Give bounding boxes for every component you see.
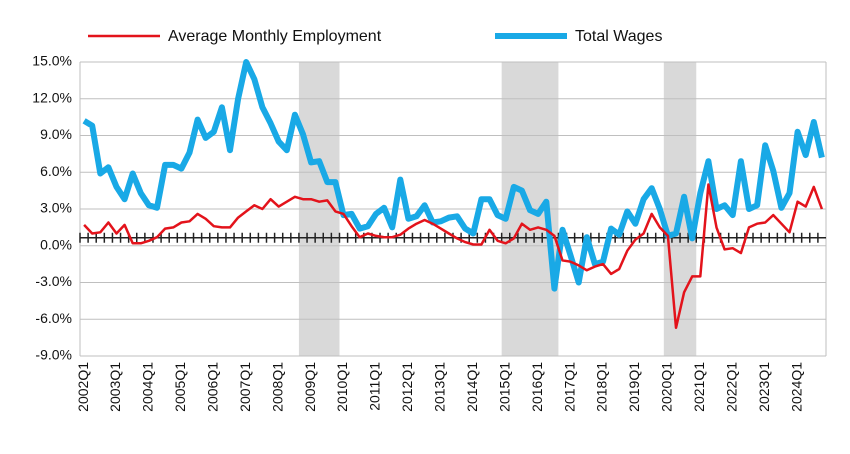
x-tick-label: 2024Q1 [788, 362, 804, 412]
x-tick-label: 2020Q1 [659, 362, 675, 412]
x-tick-label: 2015Q1 [496, 362, 512, 412]
x-tick-label: 2018Q1 [594, 362, 610, 412]
x-tick-label: 2002Q1 [75, 362, 91, 412]
series-line [83, 183, 824, 330]
y-tick-label: 6.0% [40, 163, 72, 179]
y-tick-label: -6.0% [35, 310, 72, 326]
legend-label: Total Wages [575, 28, 662, 45]
x-tick-label: 2011Q1 [367, 362, 383, 411]
x-tick-label: 2021Q1 [691, 362, 707, 412]
x-tick-label: 2009Q1 [302, 362, 318, 412]
x-tick-label: 2023Q1 [756, 362, 772, 412]
y-tick-label: 12.0% [32, 89, 72, 105]
x-tick-label: 2007Q1 [237, 362, 253, 412]
series-line [82, 59, 825, 292]
legend-label: Average Monthly Employment [168, 28, 382, 45]
x-tick-label: 2006Q1 [204, 362, 220, 412]
x-tick-label: 2019Q1 [626, 362, 642, 412]
x-tick-label: 2014Q1 [464, 362, 480, 412]
y-tick-label: 9.0% [40, 126, 72, 142]
y-tick-label: 0.0% [40, 236, 72, 252]
x-tick-label: 2016Q1 [529, 362, 545, 412]
y-tick-label: 15.0% [32, 53, 72, 69]
x-tick-label: 2004Q1 [140, 362, 156, 412]
y-tick-label: 3.0% [40, 200, 72, 216]
x-tick-label: 2017Q1 [561, 362, 577, 412]
x-tick-label: 2008Q1 [269, 362, 285, 412]
x-tick-label: 2003Q1 [107, 362, 123, 412]
x-tick-label: 2013Q1 [432, 362, 448, 412]
x-tick-label: 2005Q1 [172, 362, 188, 412]
y-tick-label: -9.0% [35, 347, 72, 363]
x-tick-label: 2010Q1 [334, 362, 350, 412]
y-tick-label: -3.0% [35, 273, 72, 289]
x-tick-label: 2012Q1 [399, 362, 415, 412]
x-tick-label: 2022Q1 [723, 362, 739, 412]
